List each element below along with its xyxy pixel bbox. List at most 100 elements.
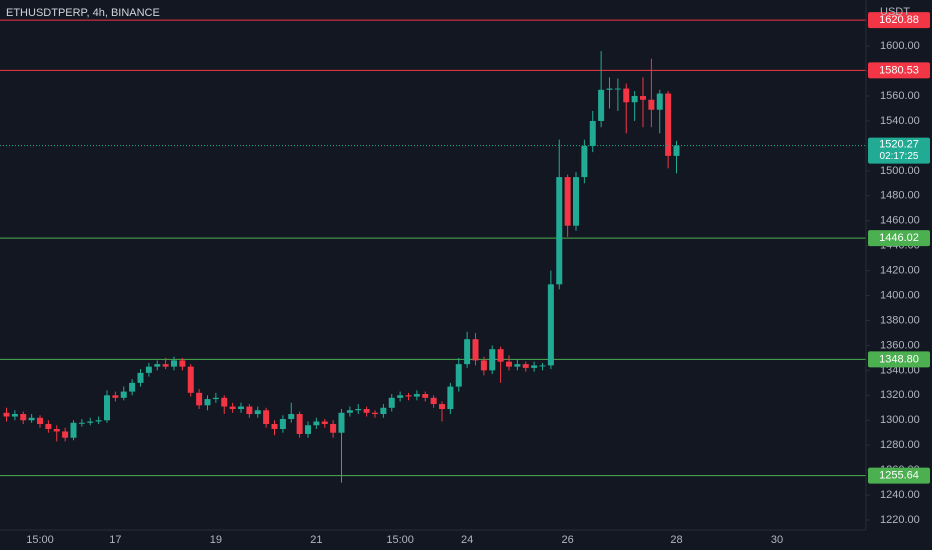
candle-body [665,93,672,156]
price-label-box [868,230,930,247]
price-label-box [868,467,930,484]
candle-body [497,349,504,362]
candle-body [296,414,303,434]
candle-body [405,395,412,397]
candle-body [313,421,320,426]
price-label-box [868,351,930,368]
y-tick-label: 1280.00 [880,439,920,451]
candle-body [171,360,177,367]
candle-body [70,422,77,438]
y-tick-label: 1480.00 [880,190,920,202]
candle-body [430,397,437,405]
x-tick-label: 21 [310,534,322,546]
candle-body [413,394,420,397]
candle-body [238,406,244,410]
candle-body [11,414,18,417]
candle-body [564,177,571,226]
candle-body [363,409,370,413]
candle-body [372,412,378,415]
candle-body [246,406,253,415]
candle-body [556,177,563,285]
y-tick-label: 1320.00 [880,389,920,401]
candle-body [196,392,203,406]
candle-body [640,96,646,100]
x-tick-label: 24 [461,534,473,546]
y-tick-label: 1380.00 [880,314,920,326]
candle-body [539,365,546,367]
candle-body [78,422,85,424]
candle-body [45,424,52,429]
y-tick-label: 1540.00 [880,115,920,127]
candle-body [95,420,102,422]
candle-body [154,364,161,367]
candle-body [104,395,110,421]
x-tick-label: 17 [109,534,121,546]
countdown-label: 02:17:25 [880,151,919,162]
y-tick-label: 1400.00 [880,289,920,301]
candle-body [380,407,387,415]
candle-body [254,410,261,415]
candle-body [506,361,512,367]
candle-body [321,421,328,424]
x-tick-label: 15:00 [386,534,414,546]
candle-body [212,397,219,400]
candle-body [279,419,286,429]
candle-body [305,425,311,434]
candle-body [489,349,496,371]
candle-body [204,399,211,406]
candle-body [598,89,605,121]
candle-body [62,431,69,438]
candle-body [514,364,521,367]
candle-body [137,372,144,383]
price-axis [866,0,932,550]
y-tick-label: 1560.00 [880,90,920,102]
candle-body [623,88,630,103]
price-label: 1620.88 [879,14,919,26]
chart-title: ETHUSDTPERP, 4h, BINANCE [6,7,160,19]
last-price-box [868,137,930,164]
y-tick-label: 1360.00 [880,339,920,351]
plot-area [0,19,866,483]
candle-body [648,99,655,110]
y-tick-label: 1300.00 [880,414,920,426]
y-tick-label: 1240.00 [880,489,920,501]
candle-body [472,339,479,361]
candle-body [355,409,362,411]
candle-body [480,360,487,371]
candle-body [422,394,429,398]
candle-body [112,395,119,398]
price-label: 1580.53 [879,64,919,76]
candle-body [581,145,588,178]
candle-body [338,412,345,433]
candle-body [589,120,596,146]
candle-body [439,404,445,410]
candle-body [271,424,278,429]
candle-body [330,424,337,433]
candle-body [631,96,638,103]
candle-body [37,417,43,424]
candle-body [145,366,152,373]
candle-body [229,406,236,410]
candle-body [614,88,621,90]
candle-body [346,410,353,413]
candle-body [397,395,404,398]
x-tick-label: 26 [562,534,574,546]
candle-body [573,177,579,226]
x-tick-label: 19 [210,534,222,546]
candle-body [129,382,136,392]
candle-body [447,386,454,410]
candle-body [162,364,169,367]
candle-body [179,360,186,367]
candle-body [288,414,295,420]
x-tick-label: 30 [771,534,783,546]
candle-body [53,428,60,432]
candle-body [673,145,680,156]
y-tick-label: 1500.00 [880,165,920,177]
candle-body [20,414,27,421]
price-label-box [868,12,930,29]
price-label: 1446.02 [879,232,919,244]
candle-body [221,397,228,407]
candle-body [120,391,127,398]
